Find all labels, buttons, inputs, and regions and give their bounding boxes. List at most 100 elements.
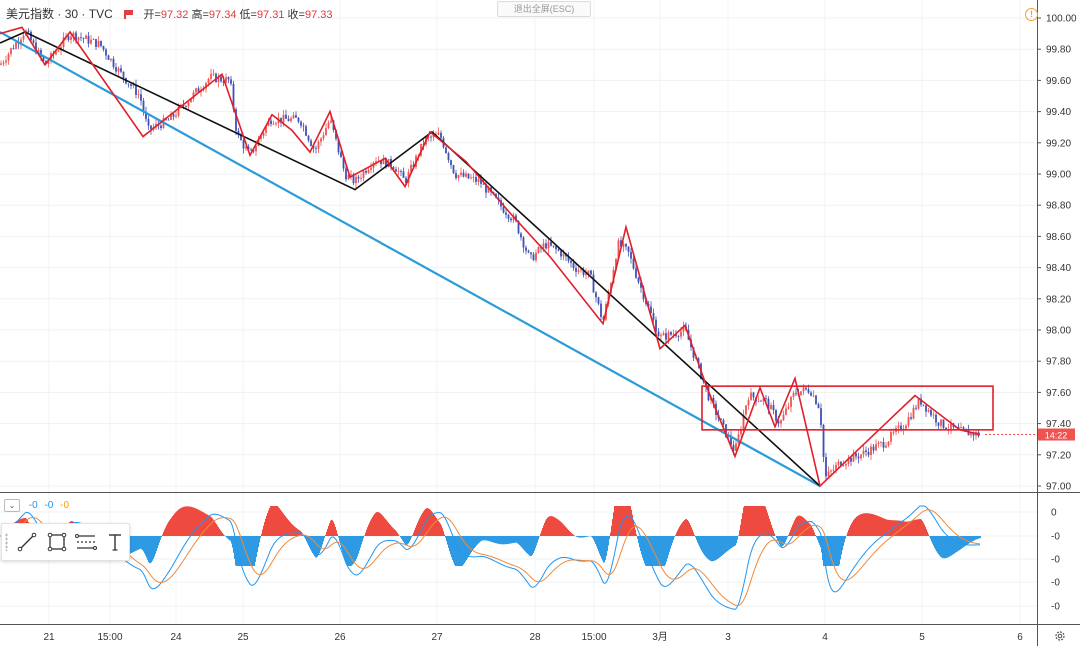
candle-body	[432, 134, 435, 138]
candle-body	[632, 258, 635, 269]
histogram-bar	[874, 514, 875, 536]
candle-body	[362, 171, 365, 178]
histogram-bar	[776, 536, 777, 539]
histogram-bar	[634, 524, 635, 536]
histogram-bar	[563, 524, 564, 536]
flag-icon[interactable]	[124, 10, 134, 19]
histogram-bar	[749, 506, 750, 536]
candle-body	[460, 172, 462, 175]
histogram-bar	[484, 536, 485, 541]
histogram-bar	[413, 532, 414, 536]
histogram-bar	[408, 536, 409, 544]
x-tick-label: 15:00	[97, 632, 122, 643]
chevron-down-icon[interactable]: ⌄	[4, 499, 20, 512]
candle-body	[42, 56, 45, 61]
y-tick-label: 97.00	[1046, 482, 1071, 493]
histogram-bar	[946, 536, 947, 558]
candle-body	[250, 149, 252, 151]
rectangle-tool-icon[interactable]	[45, 530, 69, 554]
histogram-bar	[723, 536, 724, 555]
y-tick-label: 99.80	[1046, 45, 1071, 56]
histogram-bar	[725, 536, 726, 553]
histogram-bar	[535, 536, 536, 549]
exit-fullscreen-button[interactable]: 退出全屏(ESC)	[497, 1, 591, 17]
histogram-bar	[368, 524, 369, 536]
drag-handle[interactable]	[5, 533, 8, 551]
histogram-bar	[568, 529, 569, 536]
candle-body	[937, 422, 940, 426]
candle-body	[730, 435, 732, 445]
histogram-bar	[500, 536, 501, 545]
x-tick-label: 27	[431, 632, 443, 643]
interval-label[interactable]: 30	[64, 7, 79, 21]
histogram-bar	[785, 536, 786, 542]
candle-body	[810, 392, 812, 396]
histogram-bar	[294, 526, 295, 536]
histogram-bar	[740, 524, 741, 536]
candle-body	[760, 400, 762, 402]
histogram-bar	[710, 536, 711, 561]
histogram-bar	[719, 536, 720, 558]
histogram-bar	[732, 536, 733, 548]
candle-body	[185, 105, 187, 107]
histogram-bar	[215, 522, 216, 536]
histogram-bar	[136, 536, 137, 551]
warning-icon[interactable]: !	[1025, 8, 1038, 21]
histogram-bar	[309, 536, 310, 548]
histogram-bar	[485, 536, 486, 541]
trend-line-tool-icon[interactable]	[15, 530, 39, 554]
candle-body	[110, 58, 112, 60]
histogram-bar	[880, 516, 881, 536]
histogram-bar	[435, 516, 436, 536]
histogram-bar	[695, 536, 696, 538]
histogram-bar	[975, 536, 976, 540]
low-value: 97.31	[256, 9, 285, 21]
histogram-bar	[327, 528, 328, 536]
candle-body	[117, 68, 120, 72]
histogram-bar	[890, 520, 891, 536]
histogram-bar	[836, 536, 837, 566]
gear-icon[interactable]	[1053, 629, 1067, 643]
histogram-bar	[400, 536, 401, 538]
histogram-bar	[611, 525, 612, 536]
histogram-bar	[374, 514, 375, 536]
candle-body	[870, 446, 872, 456]
candle-body	[577, 270, 580, 272]
histogram-bar	[939, 536, 940, 556]
histogram-bar	[211, 517, 212, 536]
histogram-bar	[765, 506, 766, 536]
histogram-bar	[976, 536, 977, 540]
histogram-bar	[804, 518, 805, 536]
histogram-bar	[219, 528, 220, 536]
candle-body	[567, 256, 570, 261]
histogram-bar	[814, 532, 815, 536]
histogram-bar	[699, 536, 700, 547]
histogram-bar	[838, 536, 839, 566]
candle-body	[37, 50, 40, 54]
histogram-bar	[600, 536, 601, 557]
histogram-bar	[533, 536, 534, 554]
candle-body	[325, 128, 327, 136]
histogram-bar	[907, 521, 908, 536]
histogram-bar	[937, 536, 938, 553]
histogram-bar	[326, 531, 327, 536]
symbol-name[interactable]: 美元指数	[6, 7, 55, 21]
candle-body	[927, 409, 930, 412]
histogram-bar	[272, 506, 273, 536]
text-tool-icon[interactable]	[103, 530, 127, 554]
histogram-bar	[336, 530, 337, 536]
histogram-bar	[414, 530, 415, 536]
candle-body	[35, 42, 37, 54]
histogram-bar	[872, 514, 873, 536]
candle-body	[465, 173, 467, 177]
candle-body	[825, 457, 827, 477]
histogram-bar	[802, 516, 803, 536]
histogram-bar	[920, 519, 921, 536]
parallel-channel-tool-icon[interactable]	[74, 530, 98, 554]
candle-body	[472, 177, 475, 178]
candle-body	[552, 245, 555, 247]
histogram-bar	[546, 518, 547, 536]
y-tick-label: 98.00	[1046, 326, 1071, 337]
histogram-bar	[618, 506, 619, 536]
